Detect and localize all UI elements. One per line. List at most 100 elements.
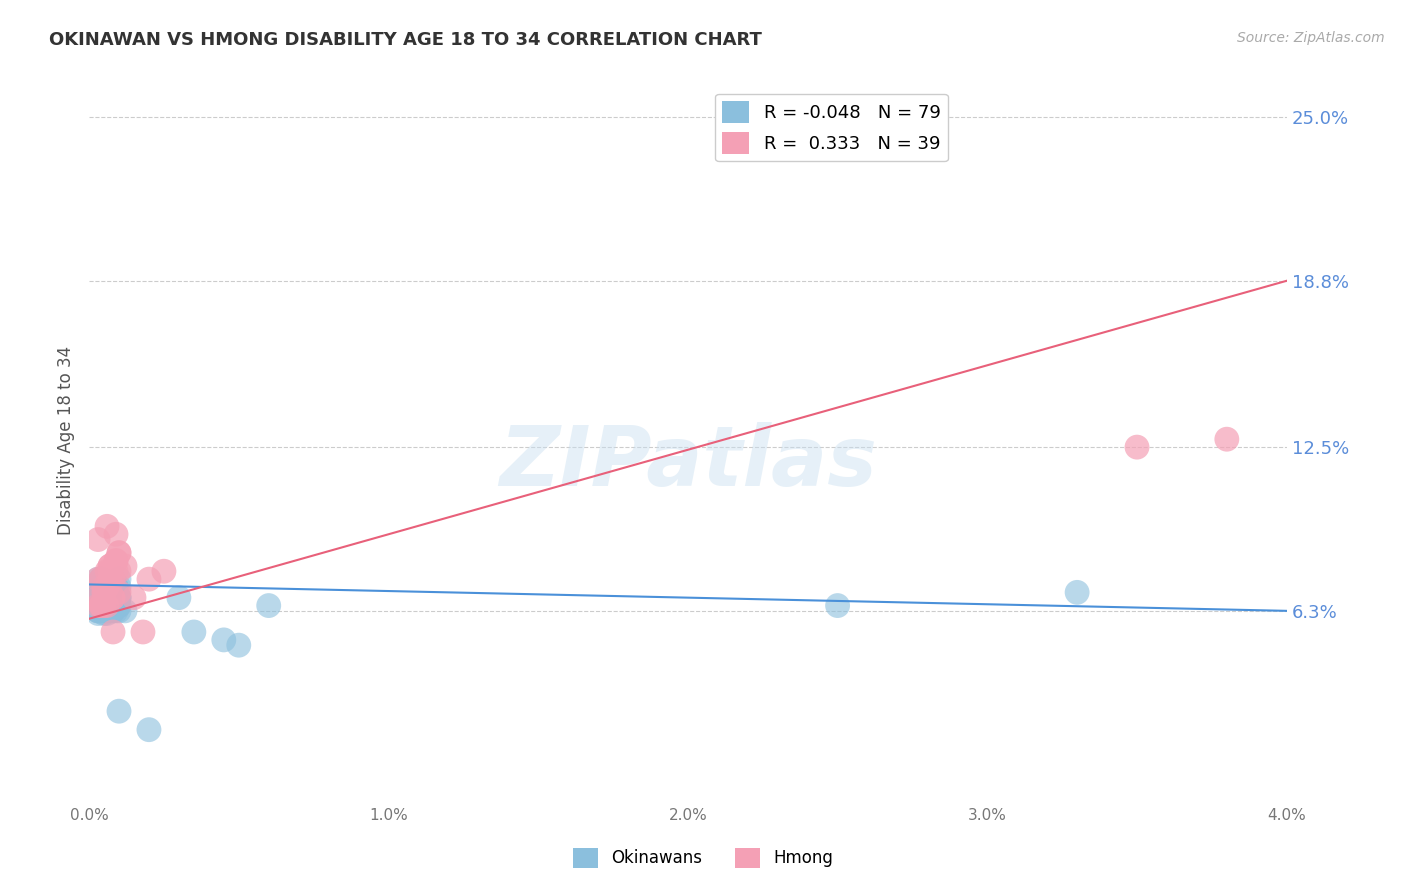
Point [96, 519, 118, 533]
Point [167, 591, 190, 605]
Point [108, 572, 131, 586]
Point [132, 624, 155, 639]
Point [90, 591, 112, 605]
Point [93, 591, 115, 605]
Point [108, 564, 131, 578]
Point [90, 572, 112, 586]
Point [93, 580, 115, 594]
Point [87, 591, 110, 605]
Point [96, 604, 118, 618]
Point [1216, 432, 1239, 446]
Point [98, 599, 121, 613]
Point [96, 564, 118, 578]
Point [90, 591, 112, 605]
Point [183, 624, 205, 639]
Point [122, 591, 145, 605]
Point [93, 585, 115, 599]
Point [105, 585, 128, 599]
Point [257, 599, 280, 613]
Point [105, 564, 128, 578]
Point [108, 599, 131, 613]
Point [101, 599, 124, 613]
Point [96, 585, 118, 599]
Point [90, 599, 112, 613]
Point [93, 607, 115, 621]
Point [93, 580, 115, 594]
Point [827, 599, 849, 613]
Point [87, 604, 110, 618]
Point [90, 599, 112, 613]
Point [108, 546, 131, 560]
Point [108, 591, 131, 605]
Point [87, 572, 110, 586]
Point [93, 599, 115, 613]
Point [98, 580, 121, 594]
Point [90, 599, 112, 613]
Point [101, 599, 124, 613]
Point [114, 604, 136, 618]
Point [138, 572, 160, 586]
Point [98, 572, 121, 586]
Point [87, 591, 110, 605]
Point [98, 564, 121, 578]
Point [93, 585, 115, 599]
Point [93, 599, 115, 613]
Point [98, 580, 121, 594]
Point [105, 580, 128, 594]
Point [96, 599, 118, 613]
Point [87, 533, 110, 547]
Point [101, 585, 124, 599]
Point [105, 591, 128, 605]
Point [1066, 585, 1088, 599]
Point [87, 607, 110, 621]
Text: OKINAWAN VS HMONG DISABILITY AGE 18 TO 34 CORRELATION CHART: OKINAWAN VS HMONG DISABILITY AGE 18 TO 3… [49, 31, 762, 49]
Point [105, 554, 128, 568]
Point [90, 585, 112, 599]
Point [96, 607, 118, 621]
Point [87, 599, 110, 613]
Point [96, 599, 118, 613]
Point [101, 585, 124, 599]
Point [98, 585, 121, 599]
Point [101, 604, 124, 618]
Point [212, 632, 235, 647]
Point [90, 599, 112, 613]
Point [105, 527, 128, 541]
Point [87, 599, 110, 613]
Point [108, 604, 131, 618]
Point [108, 546, 131, 560]
Point [101, 591, 124, 605]
Point [105, 604, 128, 618]
Point [87, 585, 110, 599]
Text: ZIPatlas: ZIPatlas [499, 422, 877, 503]
Point [98, 585, 121, 599]
Point [96, 604, 118, 618]
Y-axis label: Disability Age 18 to 34: Disability Age 18 to 34 [58, 346, 75, 535]
Point [105, 580, 128, 594]
Point [1126, 440, 1149, 454]
Point [87, 604, 110, 618]
Point [96, 580, 118, 594]
Point [87, 572, 110, 586]
Text: Source: ZipAtlas.com: Source: ZipAtlas.com [1237, 31, 1385, 45]
Point [93, 585, 115, 599]
Point [93, 591, 115, 605]
Point [90, 591, 112, 605]
Point [98, 599, 121, 613]
Point [98, 599, 121, 613]
Point [108, 580, 131, 594]
Point [90, 572, 112, 586]
Point [108, 585, 131, 599]
Point [228, 638, 250, 652]
Legend: R = -0.048   N = 79, R =  0.333   N = 39: R = -0.048 N = 79, R = 0.333 N = 39 [716, 94, 948, 161]
Point [108, 599, 131, 613]
Point [101, 591, 124, 605]
Point [93, 599, 115, 613]
Point [90, 572, 112, 586]
Point [105, 599, 128, 613]
Point [87, 591, 110, 605]
Point [101, 604, 124, 618]
Point [108, 704, 131, 718]
Point [105, 554, 128, 568]
Point [87, 604, 110, 618]
